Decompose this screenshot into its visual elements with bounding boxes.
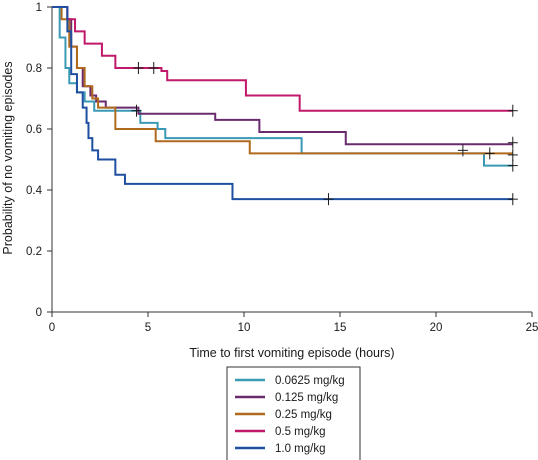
x-tick-label: 10 [238, 322, 251, 334]
series-line-5 [52, 6, 513, 201]
y-tick-label: 1 [36, 2, 42, 14]
x-tick-label: 5 [145, 322, 151, 334]
legend-label: 0.25 mg/kg [275, 409, 332, 421]
y-tick-label: 0.8 [26, 63, 42, 75]
x-tick-label: 25 [526, 322, 538, 334]
x-tick-label: 15 [334, 322, 347, 334]
series-line-4 [52, 6, 513, 112]
legend-label: 0.125 mg/kg [275, 392, 338, 404]
x-axis-title: Time to first vomiting episode (hours) [189, 346, 394, 360]
y-tick-label: 0 [36, 307, 42, 319]
x-tick-label: 0 [49, 322, 55, 334]
legend: 0.0625 mg/kg 0.125 mg/kg 0.25 mg/kg 0.5 mg/… [226, 366, 361, 460]
series-line-2 [52, 6, 513, 146]
y-tick-label: 0.4 [26, 185, 43, 197]
legend-label: 0.5 mg/kg [275, 426, 326, 438]
x-tick-label: 20 [430, 322, 443, 334]
plot-axes: 0 5 10 15 20 25 0 0.2 0.4 0.6 0.8 1 [26, 2, 538, 334]
y-axis-title: Probability of no vomiting episodes [1, 61, 15, 254]
series-line-3 [52, 6, 513, 155]
legend-label: 1.0 mg/kg [275, 443, 326, 455]
series-line-1 [52, 6, 513, 167]
y-tick-label: 0.6 [26, 124, 42, 136]
plot-area [52, 6, 518, 206]
y-tick-label: 0.2 [26, 246, 42, 258]
legend-label: 0.0625 mg/kg [275, 375, 345, 387]
